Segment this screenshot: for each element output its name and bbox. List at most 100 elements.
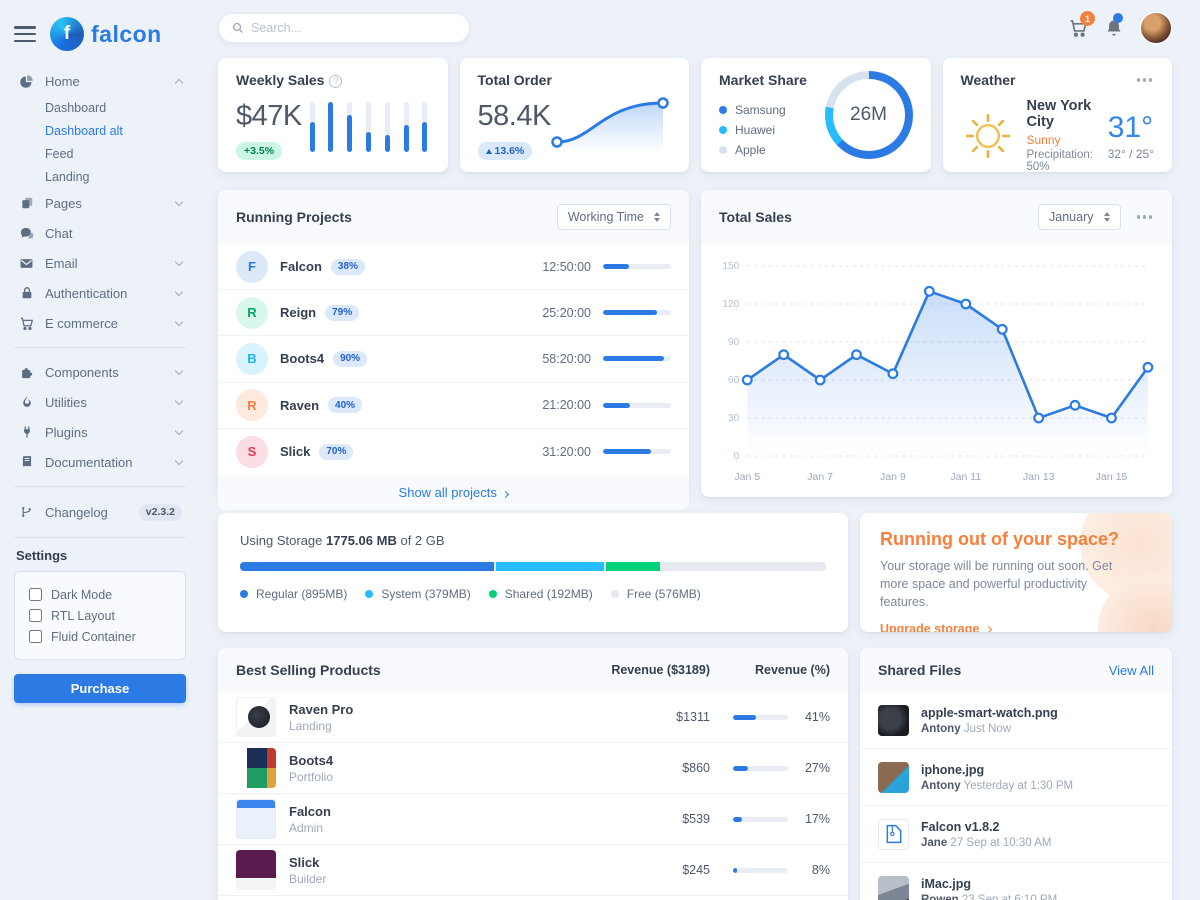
sidebar-item-email[interactable]: Email: [14, 248, 186, 278]
sidebar-item-utilities[interactable]: Utilities: [14, 387, 186, 417]
sidebar-item-documentation[interactable]: Documentation: [14, 447, 186, 477]
project-name[interactable]: Falcon: [280, 259, 322, 275]
month-select[interactable]: January: [1038, 204, 1121, 230]
rtl-layout-checkbox[interactable]: [29, 609, 42, 622]
product-name[interactable]: Raven Pro: [289, 701, 354, 717]
sidebar-item-dashboard-alt[interactable]: Dashboard alt: [45, 123, 123, 138]
help-icon[interactable]: ?: [329, 74, 343, 88]
file-author: Jane: [921, 836, 948, 849]
user-avatar[interactable]: [1140, 12, 1172, 44]
zip-file-icon: [886, 824, 901, 844]
project-name[interactable]: Slick: [280, 444, 311, 460]
market-share-title: Market Share: [719, 72, 807, 88]
more-options-icon[interactable]: [1135, 74, 1155, 86]
chart-pie-icon: [18, 74, 35, 89]
product-category[interactable]: Landing: [289, 718, 332, 733]
sidebar-item-chat[interactable]: Chat: [14, 218, 186, 248]
legend-item: Apple: [719, 140, 913, 160]
donut-center-value: 26M: [850, 104, 887, 125]
purchase-button[interactable]: Purchase: [14, 674, 186, 703]
file-name[interactable]: iMac.jpg: [921, 877, 972, 891]
show-all-projects-link[interactable]: Show all projects: [399, 485, 510, 500]
search-input[interactable]: [251, 21, 456, 35]
svg-text:150: 150: [722, 261, 739, 272]
project-name[interactable]: Boots4: [280, 351, 325, 367]
file-name[interactable]: apple-smart-watch.png: [921, 705, 1058, 720]
revenue-bar: [733, 867, 788, 873]
dark-mode-toggle[interactable]: Dark Mode: [29, 584, 171, 605]
search-icon: [232, 22, 243, 33]
plug-icon: [18, 425, 35, 439]
fluid-container-checkbox[interactable]: [29, 630, 42, 643]
file-author: Antony: [921, 722, 961, 735]
list-item: Falcon v1.8.2 Jane 27 Sep at 10:30 AM: [860, 806, 1172, 863]
dark-mode-checkbox[interactable]: [29, 588, 42, 601]
storage-segment: [240, 562, 495, 571]
file-name[interactable]: iphone.jpg: [921, 762, 985, 777]
product-category[interactable]: Admin: [289, 820, 324, 835]
sidebar-item-changelog[interactable]: Changelog v2.3.2: [14, 496, 186, 528]
legend-item: Samsung: [719, 100, 913, 120]
product-name[interactable]: Falcon: [289, 803, 331, 819]
file-name[interactable]: Falcon v1.8.2: [921, 819, 1000, 834]
search-box[interactable]: [218, 13, 470, 43]
cart-button[interactable]: 1: [1068, 11, 1095, 38]
sort-arrows-icon: [654, 212, 660, 222]
view-all-link[interactable]: View All: [1108, 662, 1154, 678]
project-name[interactable]: Reign: [280, 305, 317, 321]
notification-dot: [1113, 13, 1123, 23]
sidebar-item-authentication[interactable]: Authentication: [14, 278, 186, 308]
sidebar-item-plugins[interactable]: Plugins: [14, 417, 186, 447]
notifications-button[interactable]: [1104, 13, 1124, 38]
sidebar-item-ecommerce[interactable]: E commerce: [14, 308, 186, 338]
sidebar-item-pages[interactable]: Pages: [14, 188, 186, 218]
rtl-layout-toggle[interactable]: RTL Layout: [29, 605, 171, 626]
legend-dot: [719, 146, 727, 154]
storage-summary: Using Storage 1775.06 MB of 2 GB: [240, 533, 445, 548]
list-item: apple-smart-watch.png Antony Just Now: [860, 692, 1172, 749]
hamburger-menu-icon[interactable]: [14, 26, 36, 42]
chevron-right-icon: [985, 625, 993, 632]
revenue-bar: [733, 816, 788, 822]
fluid-container-toggle[interactable]: Fluid Container: [29, 626, 171, 647]
working-time-select[interactable]: Working Time: [556, 204, 671, 230]
file-thumbnail: [878, 704, 909, 736]
chevron-down-icon: [174, 197, 184, 206]
sidebar-item-landing[interactable]: Landing: [45, 169, 90, 184]
sidebar-item-dashboard[interactable]: Dashboard: [45, 100, 107, 115]
project-name[interactable]: Raven: [280, 397, 320, 413]
sidebar-item-home[interactable]: Home: [14, 66, 186, 96]
sun-icon: [965, 113, 1010, 158]
product-category[interactable]: Portfolio: [289, 769, 334, 784]
table-row: Falcon Admin $539 17%: [218, 794, 848, 845]
chevron-down-icon: [174, 317, 184, 326]
legend-dot: [719, 126, 727, 134]
column-header-revenue-pct: Revenue (%): [754, 663, 830, 677]
product-category[interactable]: Builder: [289, 871, 327, 886]
sidebar-item-components[interactable]: Components: [14, 357, 186, 387]
product-name[interactable]: Boots4: [289, 752, 334, 768]
storage-legend: Regular (895MB) System (379MB) Shared (1…: [240, 584, 826, 604]
project-progress-bar: [603, 356, 671, 362]
project-row: S Slick 70% 31:20:00: [218, 429, 689, 475]
weekly-sales-card: Weekly Sales? $47K +3.5%: [218, 58, 448, 172]
weather-condition: Sunny: [1026, 133, 1061, 147]
file-time: Yesterday at 1:30 PM: [963, 779, 1074, 792]
storage-card: Using Storage 1775.06 MB of 2 GB Regular…: [218, 513, 848, 632]
svg-text:Jan 15: Jan 15: [1096, 471, 1128, 483]
project-progress-bar: [603, 402, 671, 408]
puzzle-icon: [18, 365, 35, 380]
table-row: Raven Pro Landing $1311 41%: [218, 692, 848, 743]
total-sales-card: Total Sales January 0 30 60 90 120 150 Jan 5 Ja…: [701, 190, 1172, 497]
pages-copy-icon: [18, 196, 35, 210]
more-options-icon[interactable]: [1135, 211, 1155, 223]
product-thumbnail: [236, 799, 276, 839]
sidebar-item-feed[interactable]: Feed: [45, 146, 74, 161]
project-progress-badge: 70%: [319, 443, 354, 460]
upgrade-storage-link[interactable]: Upgrade storage: [880, 622, 993, 632]
falcon-logo[interactable]: f falcon: [50, 17, 162, 51]
product-name[interactable]: Slick: [289, 854, 320, 870]
book-icon: [18, 455, 35, 469]
envelope-icon: [18, 256, 35, 271]
svg-text:60: 60: [728, 375, 740, 386]
